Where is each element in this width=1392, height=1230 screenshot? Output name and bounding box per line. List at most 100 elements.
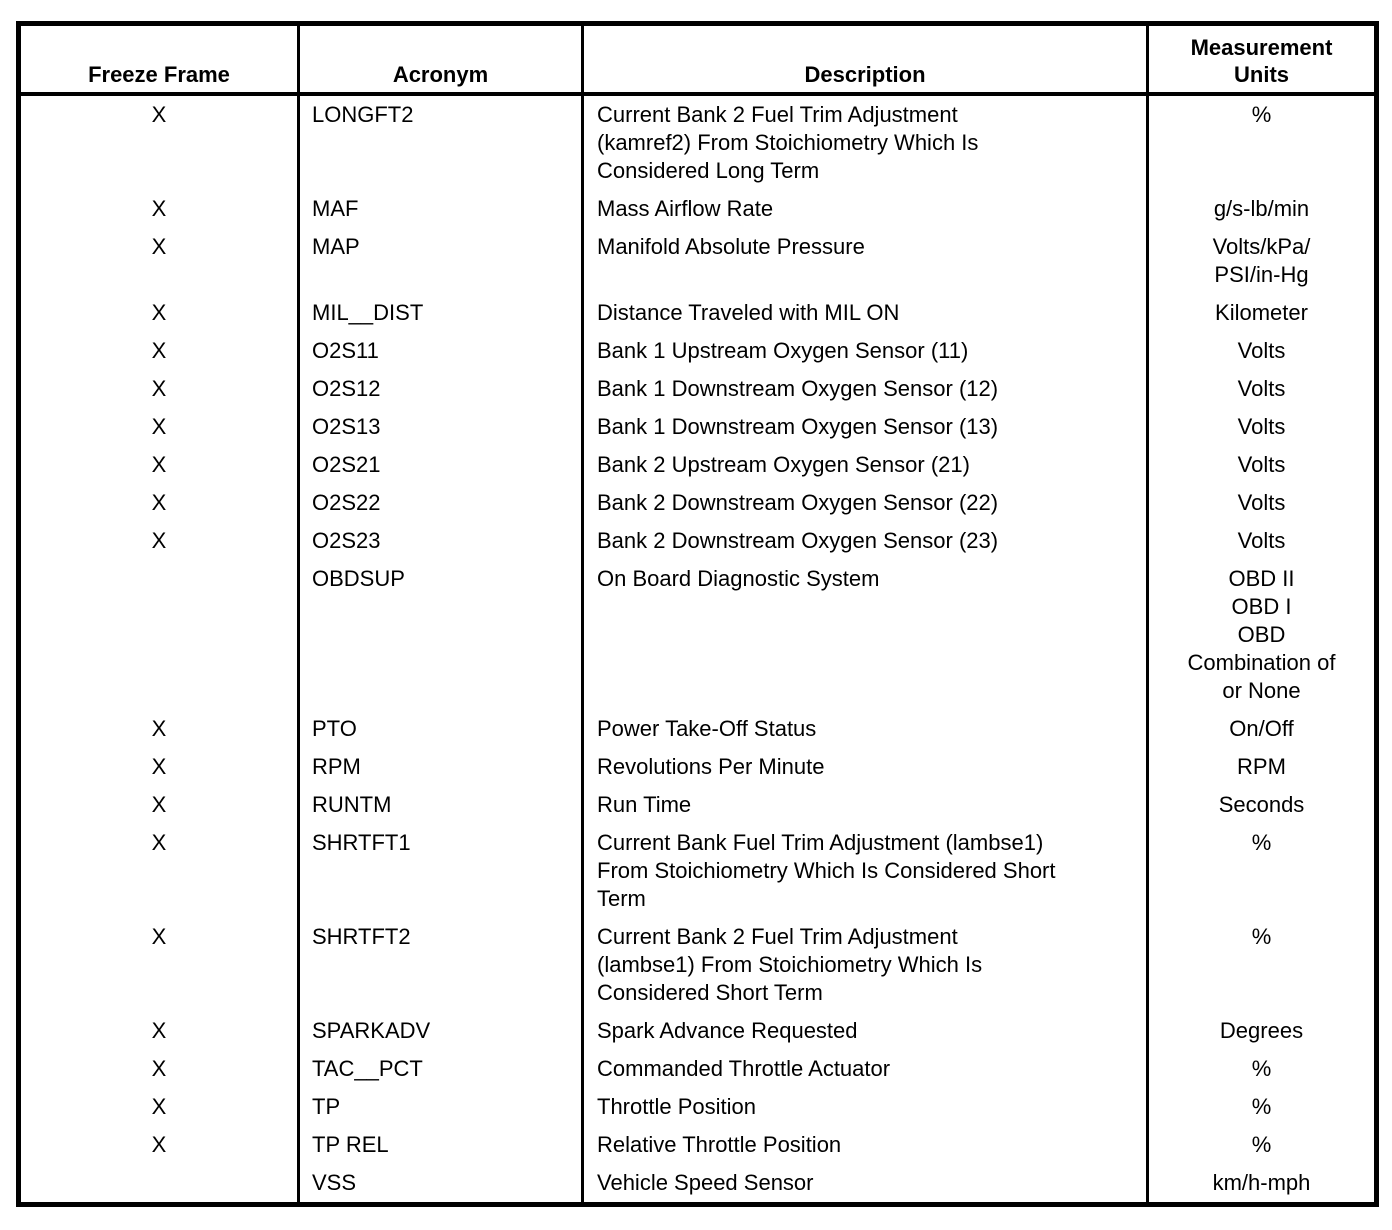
units-cell: Volts: [1146, 484, 1377, 522]
freeze-frame-cell: X: [151, 196, 167, 221]
freeze-frame-cell: X: [151, 452, 167, 477]
acronym-cell: MAF: [297, 190, 583, 228]
description-cell: Vehicle Speed Sensor: [581, 1164, 1148, 1205]
acronym-cell: O2S23: [297, 522, 583, 560]
units-cell: Volts: [1146, 408, 1377, 446]
table-row: X LONGFT2 Current Bank 2 Fuel Trim Adjus…: [19, 94, 1377, 190]
description-cell: Revolutions Per Minute: [581, 748, 1148, 786]
acronym-cell: SHRTFT2: [297, 918, 583, 1012]
parameter-table: Freeze Frame Acronym Description Measure…: [16, 21, 1379, 1207]
description-cell: Current Bank 2 Fuel Trim Adjustment (kam…: [581, 94, 1148, 190]
acronym-cell: O2S11: [297, 332, 583, 370]
freeze-frame-cell: X: [151, 338, 167, 363]
acronym-cell: O2S13: [297, 408, 583, 446]
table-row: X O2S13 Bank 1 Downstream Oxygen Sensor …: [19, 408, 1377, 446]
description-cell: Current Bank 2 Fuel Trim Adjustment (lam…: [581, 918, 1148, 1012]
table-body: X LONGFT2 Current Bank 2 Fuel Trim Adjus…: [19, 94, 1377, 1205]
acronym-cell: VSS: [297, 1164, 583, 1205]
freeze-frame-cell: X: [151, 1018, 167, 1043]
acronym-cell: SHRTFT1: [297, 824, 583, 918]
column-header-description: Description: [581, 23, 1148, 96]
freeze-frame-cell: X: [151, 376, 167, 401]
freeze-frame-cell: X: [151, 792, 167, 817]
freeze-frame-cell: X: [151, 414, 167, 439]
description-cell: Manifold Absolute Pressure: [581, 228, 1148, 294]
units-cell: Volts: [1146, 446, 1377, 484]
freeze-frame-cell: X: [151, 528, 167, 553]
description-cell: Mass Airflow Rate: [581, 190, 1148, 228]
column-header-measurement-units: Measurement Units: [1146, 23, 1377, 96]
table-row: X SHRTFT1 Current Bank Fuel Trim Adjustm…: [19, 824, 1377, 918]
units-cell: Volts: [1146, 332, 1377, 370]
freeze-frame-cell: X: [151, 1132, 167, 1157]
freeze-frame-cell: X: [151, 924, 167, 949]
table-row: X RPM Revolutions Per Minute RPM: [19, 748, 1377, 786]
description-cell: Spark Advance Requested: [581, 1012, 1148, 1050]
description-cell: Bank 1 Upstream Oxygen Sensor (11): [581, 332, 1148, 370]
description-cell: Throttle Position: [581, 1088, 1148, 1126]
units-cell: km/h-mph: [1146, 1164, 1377, 1205]
table-row: OBDSUP On Board Diagnostic System OBD II…: [19, 560, 1377, 710]
freeze-frame-cell: X: [151, 754, 167, 779]
freeze-frame-cell: X: [151, 102, 167, 127]
units-cell: On/Off: [1146, 710, 1377, 748]
table-row: X MIL__DIST Distance Traveled with MIL O…: [19, 294, 1377, 332]
table-row: X SPARKADV Spark Advance Requested Degre…: [19, 1012, 1377, 1050]
acronym-cell: SPARKADV: [297, 1012, 583, 1050]
column-header-acronym: Acronym: [297, 23, 583, 96]
description-cell: Power Take-Off Status: [581, 710, 1148, 748]
description-cell: Run Time: [581, 786, 1148, 824]
freeze-frame-cell: X: [151, 716, 167, 741]
freeze-frame-cell: X: [151, 1094, 167, 1119]
freeze-frame-cell: X: [151, 490, 167, 515]
acronym-cell: MIL__DIST: [297, 294, 583, 332]
acronym-cell: TP REL: [297, 1126, 583, 1164]
units-cell: Volts: [1146, 370, 1377, 408]
units-cell: OBD II OBD I OBD Combination of or None: [1146, 560, 1377, 710]
freeze-frame-cell: [19, 560, 299, 710]
acronym-cell: OBDSUP: [297, 560, 583, 710]
acronym-cell: RUNTM: [297, 786, 583, 824]
description-cell: Bank 2 Upstream Oxygen Sensor (21): [581, 446, 1148, 484]
units-cell: %: [1146, 1088, 1377, 1126]
table-row: X O2S21 Bank 2 Upstream Oxygen Sensor (2…: [19, 446, 1377, 484]
table-row: X TP REL Relative Throttle Position %: [19, 1126, 1377, 1164]
description-cell: Commanded Throttle Actuator: [581, 1050, 1148, 1088]
table-row: X SHRTFT2 Current Bank 2 Fuel Trim Adjus…: [19, 918, 1377, 1012]
table-row: X RUNTM Run Time Seconds: [19, 786, 1377, 824]
freeze-frame-cell: X: [151, 830, 167, 855]
acronym-cell: MAP: [297, 228, 583, 294]
table-row: X O2S23 Bank 2 Downstream Oxygen Sensor …: [19, 522, 1377, 560]
table-row: X O2S22 Bank 2 Downstream Oxygen Sensor …: [19, 484, 1377, 522]
units-cell: g/s-lb/min: [1146, 190, 1377, 228]
units-cell: Degrees: [1146, 1012, 1377, 1050]
table-row: X O2S11 Bank 1 Upstream Oxygen Sensor (1…: [19, 332, 1377, 370]
acronym-cell: PTO: [297, 710, 583, 748]
units-cell: Volts/kPa/ PSI/in-Hg: [1146, 228, 1377, 294]
units-cell: RPM: [1146, 748, 1377, 786]
column-header-freeze-frame: Freeze Frame: [18, 23, 299, 96]
description-cell: Distance Traveled with MIL ON: [581, 294, 1148, 332]
acronym-cell: O2S12: [297, 370, 583, 408]
acronym-cell: O2S22: [297, 484, 583, 522]
description-cell: Current Bank Fuel Trim Adjustment (lambs…: [581, 824, 1148, 918]
acronym-cell: TAC__PCT: [297, 1050, 583, 1088]
table-row: VSS Vehicle Speed Sensor km/h-mph: [19, 1164, 1377, 1205]
units-cell: Kilometer: [1146, 294, 1377, 332]
description-cell: Bank 1 Downstream Oxygen Sensor (12): [581, 370, 1148, 408]
table-row: X MAP Manifold Absolute Pressure Volts/k…: [19, 228, 1377, 294]
table-row: X TAC__PCT Commanded Throttle Actuator %: [19, 1050, 1377, 1088]
acronym-cell: TP: [297, 1088, 583, 1126]
header-row: Freeze Frame Acronym Description Measure…: [18, 23, 1377, 96]
table-row: X MAF Mass Airflow Rate g/s-lb/min: [19, 190, 1377, 228]
acronym-cell: LONGFT2: [297, 94, 583, 190]
acronym-cell: O2S21: [297, 446, 583, 484]
units-cell: Volts: [1146, 522, 1377, 560]
units-cell: %: [1146, 1126, 1377, 1164]
description-cell: Bank 2 Downstream Oxygen Sensor (22): [581, 484, 1148, 522]
table-header: Freeze Frame Acronym Description Measure…: [18, 23, 1377, 96]
freeze-frame-cell: [19, 1164, 299, 1205]
description-cell: Bank 1 Downstream Oxygen Sensor (13): [581, 408, 1148, 446]
units-cell: %: [1146, 918, 1377, 1012]
